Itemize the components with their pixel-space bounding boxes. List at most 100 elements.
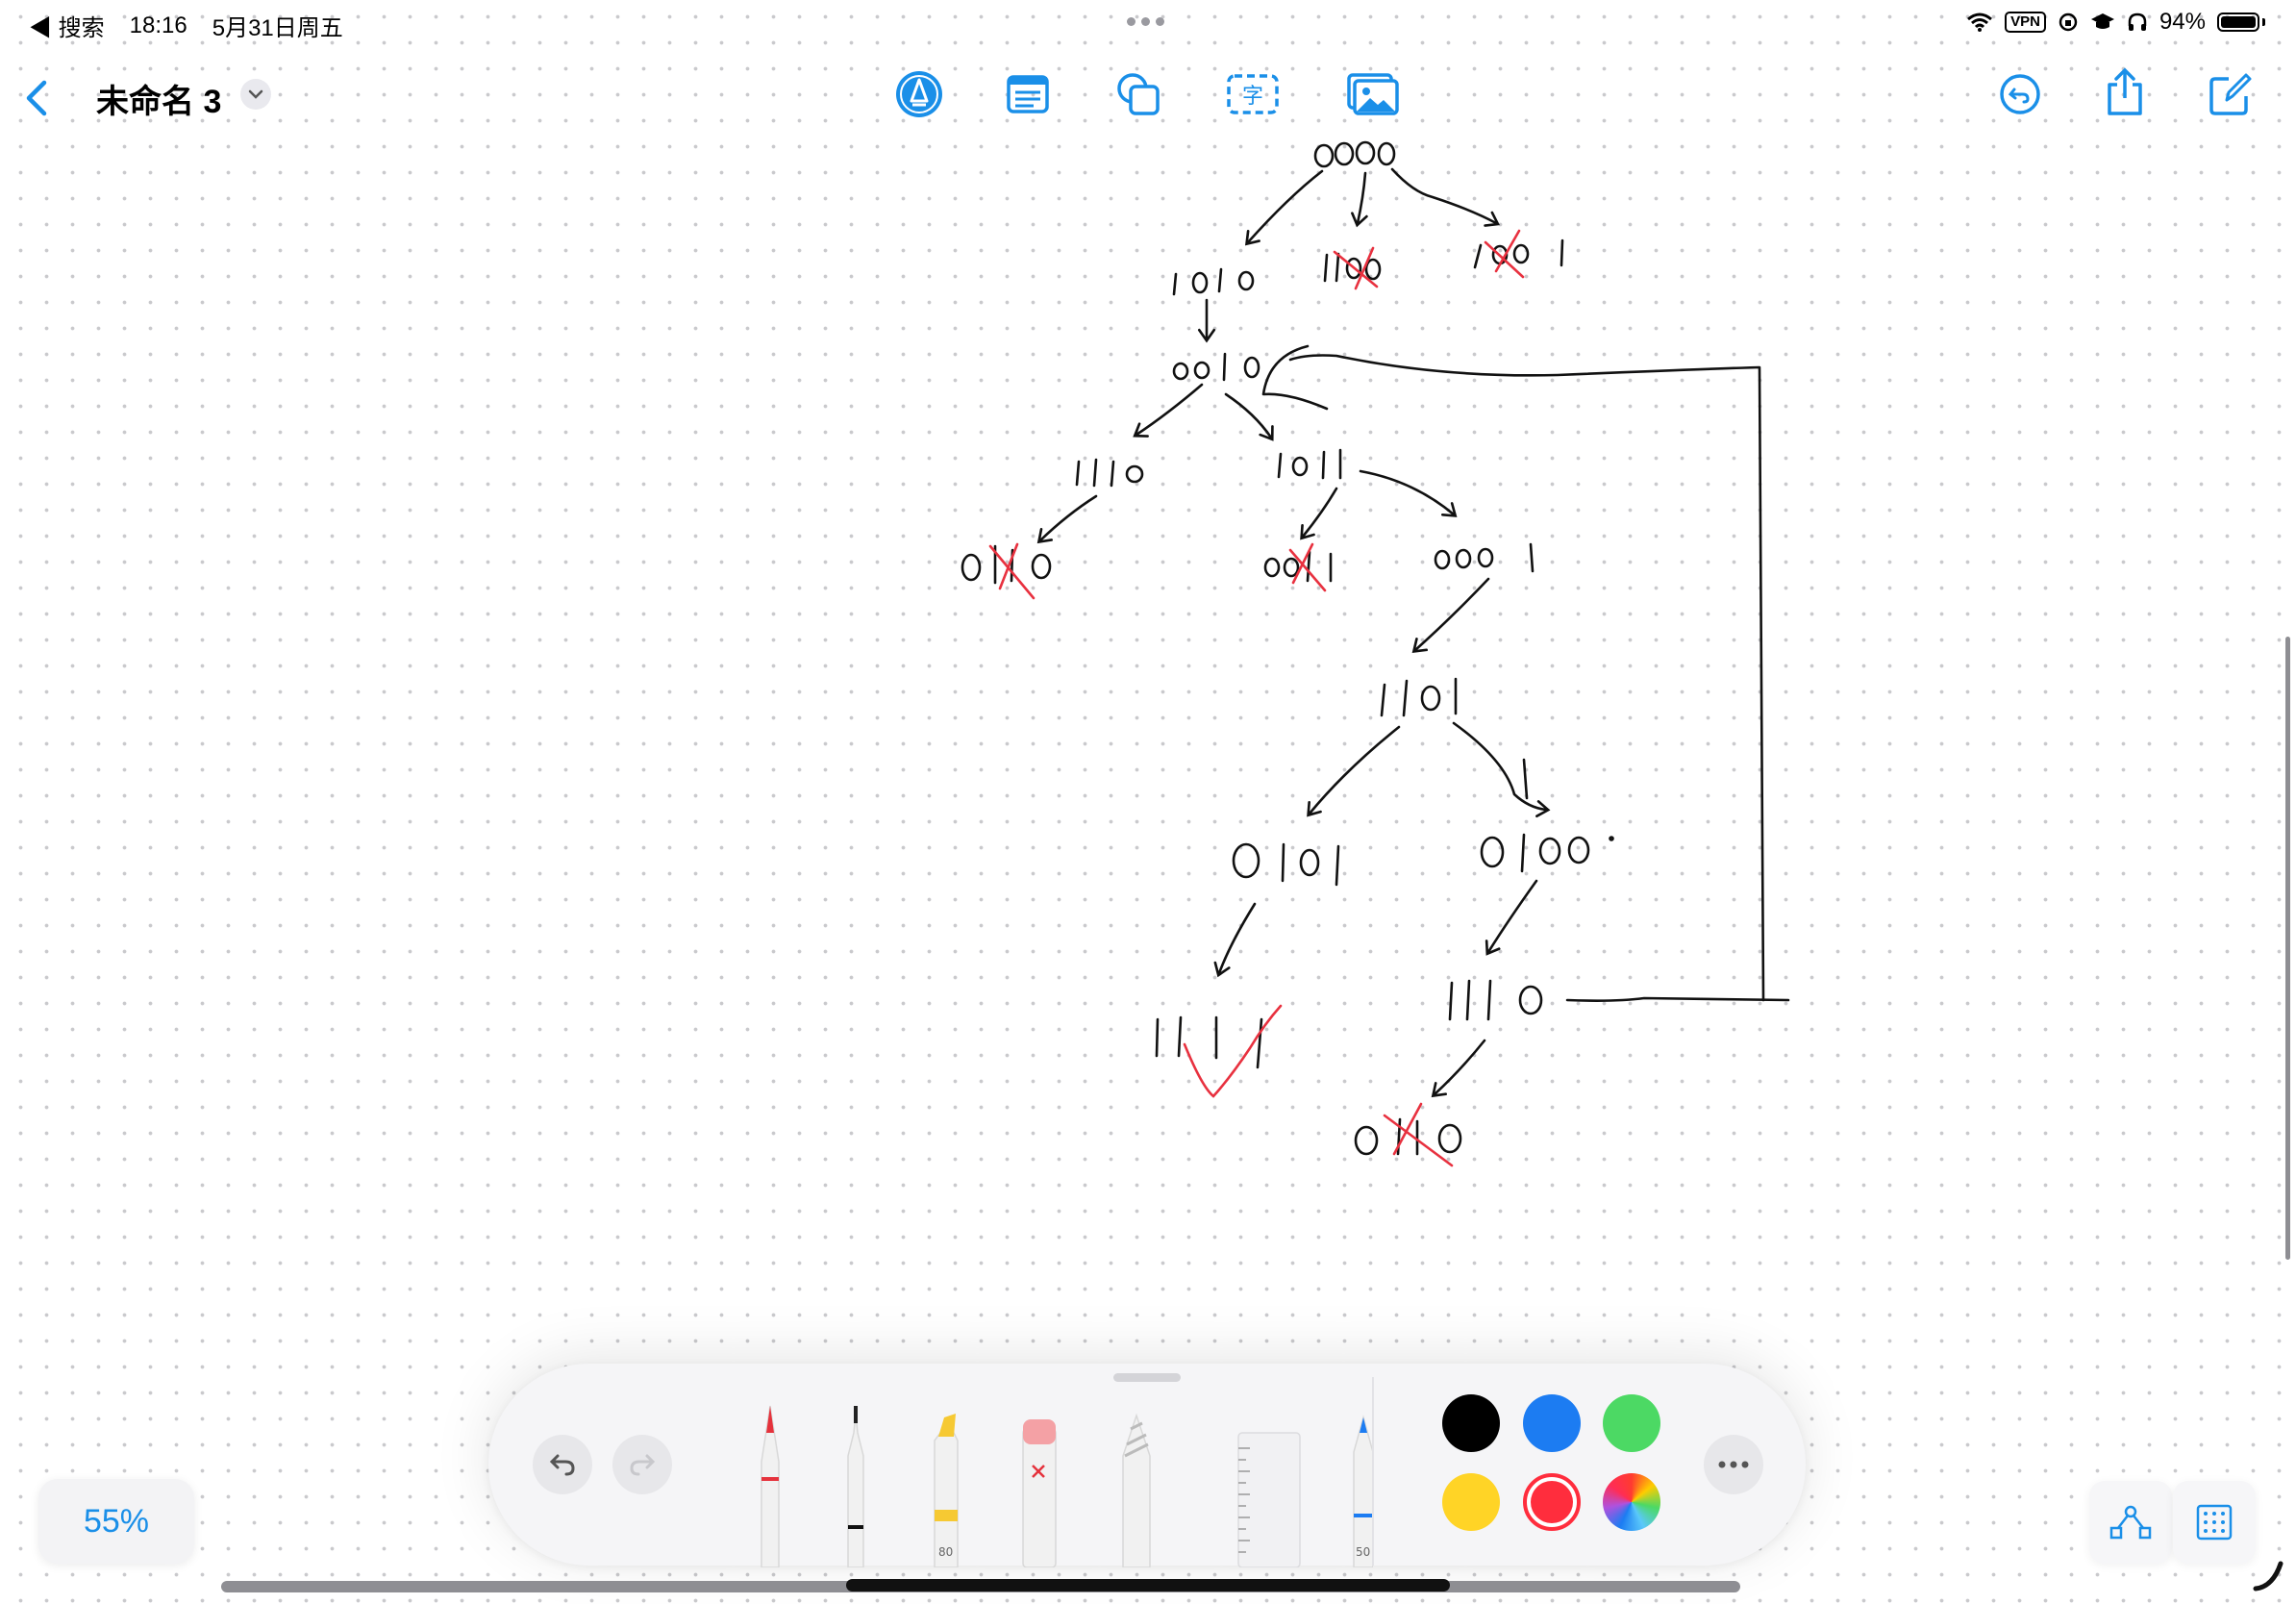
undo-history-button[interactable] [1991, 65, 2049, 123]
text-recognition-icon: 字 [1227, 74, 1279, 114]
multitasking-menu[interactable] [1127, 17, 1164, 26]
node-1110-b [1448, 979, 1543, 1021]
arrow [1245, 169, 1324, 246]
connector-tool-button[interactable] [2089, 1481, 2172, 1564]
compose-icon [2209, 73, 2252, 115]
battery-percentage: 94% [2159, 9, 2206, 35]
undo-icon [549, 1454, 575, 1476]
title-menu-button[interactable] [240, 79, 271, 110]
cross-mark [1494, 229, 1521, 273]
color-swatch-green[interactable] [1603, 1394, 1660, 1452]
document-title[interactable]: 未命名 3 [96, 84, 222, 120]
color-swatch-blue[interactable] [1523, 1394, 1581, 1452]
arrow [1036, 494, 1098, 544]
monoline-pen-tool[interactable] [847, 1406, 864, 1567]
node-1101 [1380, 677, 1458, 717]
text-box-icon [1007, 75, 1049, 113]
node-0010 [1172, 352, 1260, 382]
vertical-scrollbar[interactable] [2285, 637, 2290, 1260]
eraser-tool[interactable] [1022, 1419, 1057, 1567]
wifi-icon [1967, 13, 1993, 32]
zoom-level-button[interactable]: 55% [38, 1479, 194, 1564]
pencil-hover-indicator [2253, 1561, 2284, 1591]
text-recognition-button[interactable]: 字 [1224, 65, 1282, 123]
ruler-tool[interactable] [1237, 1432, 1301, 1567]
color-picker-wheel[interactable] [1603, 1473, 1660, 1531]
arrow [1307, 725, 1401, 817]
loop-arrowhead [1261, 344, 1329, 411]
palette-undo-button[interactable] [533, 1435, 592, 1494]
shapes-icon [1117, 73, 1160, 115]
arrow [1452, 721, 1551, 817]
connector-icon [2109, 1505, 2152, 1540]
color-swatch-yellow[interactable] [1442, 1473, 1500, 1531]
cross-mark [1383, 1114, 1454, 1167]
shapes-button[interactable] [1110, 65, 1167, 123]
arrow [1224, 392, 1274, 441]
node-1111 [1155, 1015, 1263, 1069]
home-indicator[interactable] [846, 1579, 1450, 1591]
graduation-cap-icon [2090, 13, 2114, 29]
ink-strokes [961, 140, 1790, 1156]
arrow [1390, 167, 1500, 227]
share-button[interactable] [2096, 63, 2154, 121]
node-1100 [1323, 252, 1382, 283]
stroke [1522, 758, 1529, 800]
node-0101 [1232, 842, 1340, 887]
pen-tool[interactable] [761, 1405, 780, 1567]
pen-tool-button[interactable] [890, 65, 948, 123]
color-swatch-red-selected[interactable] [1523, 1473, 1581, 1531]
back-button[interactable] [21, 75, 56, 121]
loop-line [1288, 354, 1765, 1002]
node-0001 [1434, 542, 1535, 573]
insert-image-button[interactable] [1344, 65, 1402, 123]
cross-mark [1291, 542, 1314, 585]
arrow [1351, 171, 1368, 228]
status-time: 18:16 [129, 12, 187, 38]
battery-cap [2262, 18, 2265, 26]
loop-line [1565, 996, 1790, 1002]
grid-toggle-button[interactable] [2173, 1481, 2256, 1564]
cross-mark [1484, 240, 1525, 279]
cross-mark [1354, 246, 1375, 290]
photo-icon [1347, 73, 1399, 115]
new-board-button[interactable] [2202, 65, 2259, 123]
node-0000 [1313, 140, 1396, 168]
battery-icon [2217, 13, 2259, 32]
cross-mark [988, 544, 1036, 600]
check-mark [1183, 1004, 1283, 1098]
headphones-icon [2128, 13, 2147, 31]
node-1010 [1172, 267, 1255, 296]
chevron-down-icon [248, 89, 263, 99]
grid-dots-icon [2196, 1504, 2233, 1541]
text-box-button[interactable] [999, 65, 1057, 123]
status-date: 5月31日周五 [212, 15, 343, 41]
orientation-lock-icon [2059, 13, 2078, 32]
marker-tool[interactable]: 80 [934, 1414, 959, 1567]
ink-dot [1609, 836, 1614, 841]
palette-grabber[interactable] [1113, 1373, 1181, 1382]
status-bar: ◀ 搜索 18:16 5月31日周五 VPN 94% [0, 0, 2296, 44]
more-icon [1718, 1461, 1749, 1468]
share-icon [2108, 67, 2142, 115]
back-to-app-link[interactable]: ◀ 搜索 [29, 15, 105, 41]
chevron-left-icon [26, 80, 47, 116]
pencil-tool[interactable] [1122, 1413, 1151, 1567]
node-0110-b [1354, 1117, 1462, 1156]
arrow [1133, 383, 1204, 438]
palette-divider [1372, 1377, 1374, 1566]
arrow [1485, 879, 1538, 956]
color-swatch-black[interactable] [1442, 1394, 1500, 1452]
node-0100 [1480, 833, 1590, 873]
cross-mark [1392, 1102, 1423, 1156]
crayon-width-label: 50 [1356, 1545, 1370, 1559]
palette-redo-button[interactable] [612, 1435, 672, 1494]
cross-mark [1288, 548, 1327, 592]
selected-color-fill [1531, 1481, 1573, 1523]
palette-more-button[interactable] [1704, 1435, 1763, 1494]
node-1110 [1075, 458, 1144, 488]
node-0011 [1263, 550, 1333, 583]
redo-icon [630, 1454, 656, 1476]
crayon-tool[interactable]: 50 [1353, 1415, 1373, 1567]
